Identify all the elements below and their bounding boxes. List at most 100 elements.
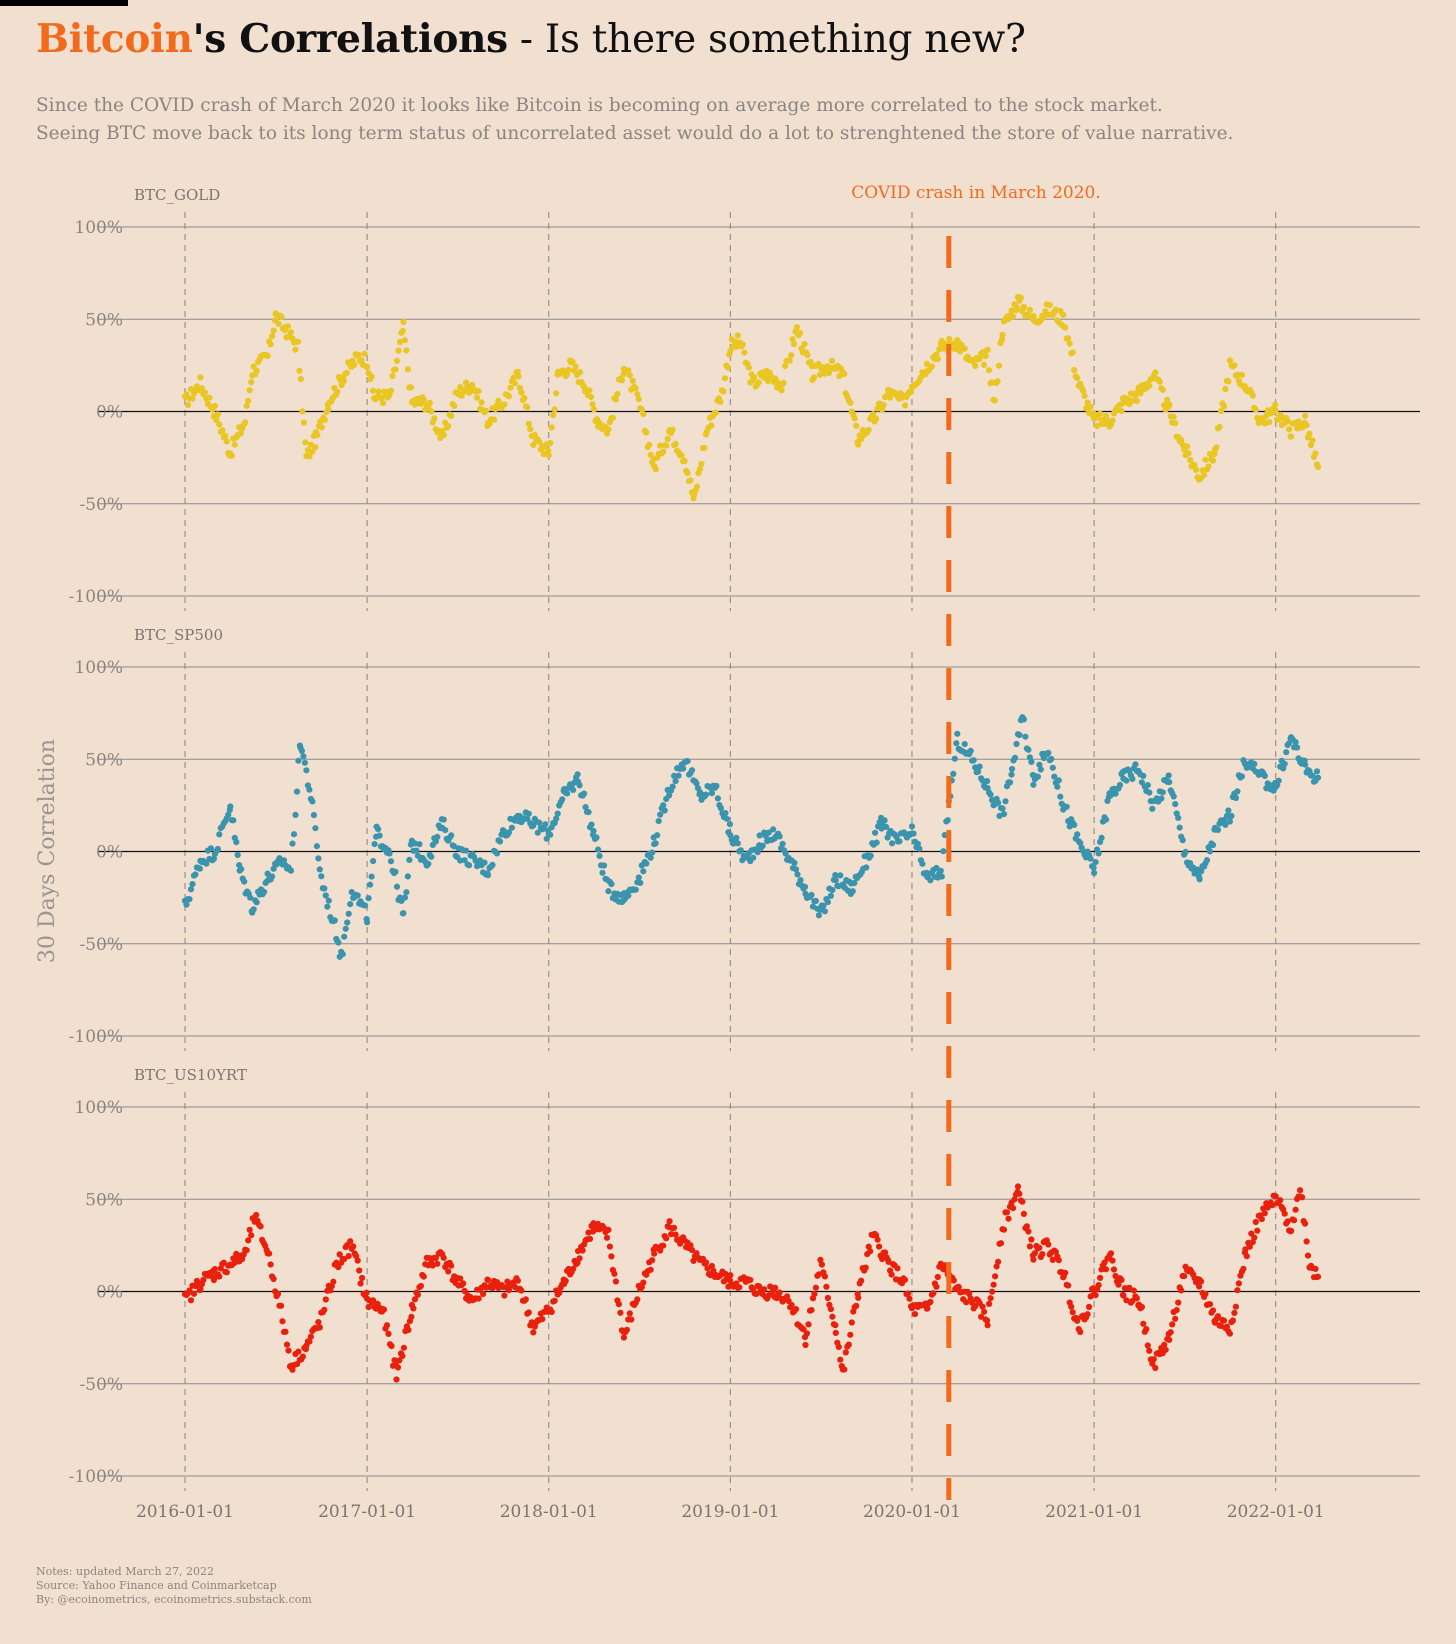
data-point: [296, 367, 303, 374]
data-point: [295, 757, 302, 764]
data-point: [505, 1287, 512, 1294]
data-point: [1251, 760, 1258, 768]
data-point: [404, 366, 411, 373]
data-point: [411, 1296, 418, 1303]
data-point: [379, 400, 387, 407]
data-point: [637, 879, 644, 887]
data-point: [306, 786, 313, 793]
data-point: [986, 367, 993, 374]
data-point: [792, 866, 800, 873]
data-point: [1232, 1303, 1239, 1310]
y-tick-label: -100%: [69, 587, 123, 607]
notes-updated: Notes: updated March 27, 2022: [36, 1565, 215, 1578]
data-point: [387, 858, 395, 865]
data-point: [847, 399, 854, 406]
data-point: [1217, 408, 1225, 415]
data-point: [1182, 848, 1189, 856]
data-point: [540, 451, 547, 458]
data-point: [883, 823, 890, 831]
data-point: [287, 329, 295, 336]
data-point: [681, 457, 688, 464]
data-point: [394, 1364, 402, 1371]
data-point: [1234, 788, 1241, 795]
data-point: [536, 819, 543, 826]
data-point: [250, 906, 257, 913]
data-point: [474, 394, 481, 401]
data-point: [1238, 371, 1245, 378]
data-point: [660, 448, 667, 455]
data-point: [666, 792, 673, 799]
data-point: [350, 1243, 357, 1250]
data-point: [1095, 850, 1102, 857]
data-point: [908, 823, 916, 830]
data-point: [1228, 812, 1235, 820]
data-point: [754, 849, 761, 856]
data-point: [966, 1290, 973, 1297]
data-point: [1013, 740, 1020, 748]
data-point: [380, 1306, 388, 1313]
data-point: [1214, 1313, 1222, 1320]
data-point: [1031, 1250, 1038, 1257]
y-tick-label: 0%: [96, 403, 123, 423]
data-point: [934, 355, 941, 363]
data-point: [1209, 841, 1217, 849]
data-point: [867, 1248, 874, 1255]
data-point: [914, 840, 922, 847]
data-point: [1049, 764, 1056, 771]
data-point: [289, 1366, 296, 1373]
data-point: [702, 1259, 710, 1266]
data-point: [1220, 403, 1228, 410]
data-point: [253, 1211, 260, 1219]
panel-label: BTC_US10YRT: [134, 1066, 247, 1084]
data-point: [723, 815, 731, 822]
data-point: [1193, 466, 1200, 473]
data-point: [448, 413, 455, 420]
subtitle-line-1: Since the COVID crash of March 2020 it l…: [36, 95, 1163, 116]
data-point: [562, 1277, 569, 1284]
data-point: [1087, 855, 1094, 862]
data-point: [1203, 857, 1211, 864]
data-point: [434, 833, 441, 841]
data-point: [734, 332, 741, 339]
data-point: [570, 1265, 577, 1272]
data-point: [1062, 1269, 1069, 1276]
data-point: [365, 1304, 372, 1311]
y-tick-label: 100%: [74, 658, 123, 678]
data-point: [1146, 1347, 1153, 1354]
data-point: [1283, 749, 1290, 756]
data-point: [582, 804, 589, 811]
data-point: [550, 412, 557, 419]
data-point: [1288, 433, 1295, 440]
data-point: [611, 1270, 618, 1277]
data-point: [183, 901, 190, 908]
data-point: [820, 902, 827, 909]
data-point: [400, 910, 407, 917]
data-point: [1156, 378, 1163, 385]
data-point: [186, 1287, 193, 1294]
data-point: [1146, 382, 1153, 389]
data-point: [501, 401, 508, 408]
data-point: [216, 831, 223, 838]
data-point: [1069, 349, 1076, 356]
data-point: [428, 408, 435, 415]
data-point: [788, 1301, 795, 1309]
data-point: [301, 759, 308, 766]
data-point: [684, 758, 691, 765]
title-accent: Bitcoin: [36, 16, 193, 62]
data-point: [1133, 397, 1140, 404]
data-point: [399, 327, 406, 335]
data-point: [1312, 450, 1319, 457]
data-point: [671, 772, 678, 780]
data-point: [792, 1306, 800, 1313]
data-point: [858, 436, 865, 443]
data-point: [1286, 740, 1293, 747]
data-point: [451, 402, 458, 409]
data-point: [1314, 463, 1322, 470]
data-point: [961, 345, 968, 352]
data-point: [1020, 1210, 1027, 1217]
data-point: [192, 871, 199, 878]
data-point: [1052, 1248, 1059, 1255]
data-point: [701, 444, 708, 451]
data-point: [1162, 1346, 1169, 1353]
data-point: [984, 1317, 991, 1324]
